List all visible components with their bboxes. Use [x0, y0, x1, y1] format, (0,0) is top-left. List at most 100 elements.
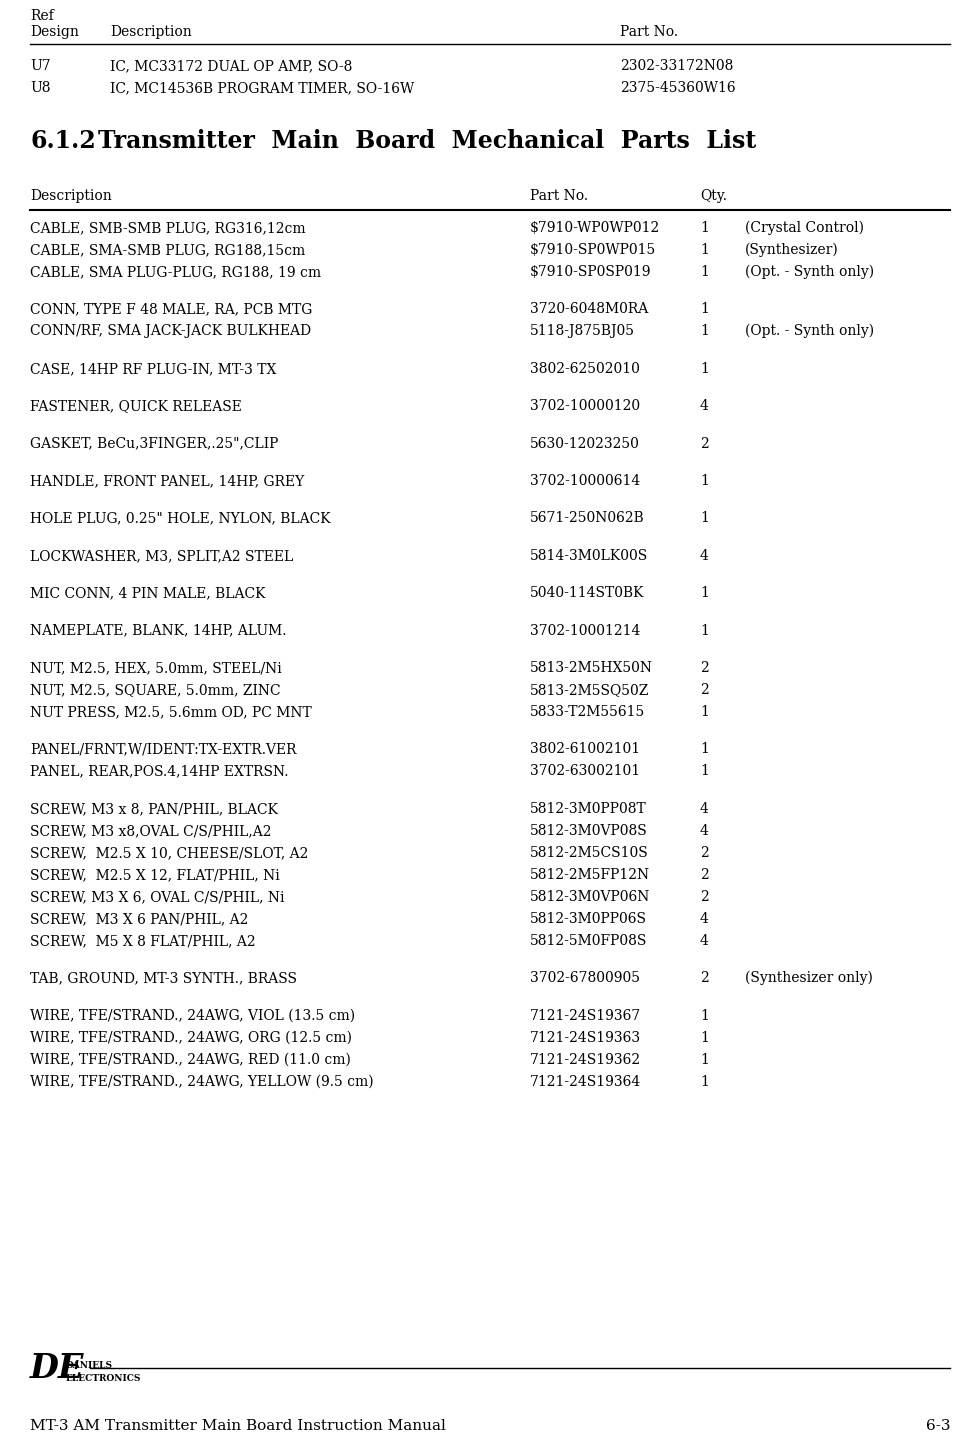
Text: 1: 1 [700, 1030, 709, 1045]
Text: WIRE, TFE/STRAND., 24AWG, RED (11.0 cm): WIRE, TFE/STRAND., 24AWG, RED (11.0 cm) [30, 1052, 351, 1066]
Text: SCREW,  M2.5 X 10, CHEESE/SLOT, A2: SCREW, M2.5 X 10, CHEESE/SLOT, A2 [30, 846, 309, 860]
Text: 1: 1 [700, 361, 709, 376]
Text: 5812-2M5CS10S: 5812-2M5CS10S [530, 846, 649, 860]
Text: 1: 1 [700, 705, 709, 720]
Text: 3702-10000120: 3702-10000120 [530, 399, 640, 414]
Text: Part No.: Part No. [620, 25, 678, 39]
Text: 2: 2 [700, 662, 709, 675]
Text: 1: 1 [700, 242, 709, 257]
Text: Part No.: Part No. [530, 189, 588, 203]
Text: Description: Description [110, 25, 192, 39]
Text: MT-3 AM Transmitter Main Board Instruction Manual: MT-3 AM Transmitter Main Board Instructi… [30, 1419, 446, 1434]
Text: LOCKWASHER, M3, SPLIT,A2 STEEL: LOCKWASHER, M3, SPLIT,A2 STEEL [30, 548, 293, 563]
Text: 2: 2 [700, 683, 709, 696]
Text: 4: 4 [700, 824, 709, 837]
Text: IC, MC14536B PROGRAM TIMER, SO-16W: IC, MC14536B PROGRAM TIMER, SO-16W [110, 81, 415, 94]
Text: 1: 1 [700, 624, 709, 637]
Text: HOLE PLUG, 0.25" HOLE, NYLON, BLACK: HOLE PLUG, 0.25" HOLE, NYLON, BLACK [30, 511, 330, 525]
Text: DANIELS: DANIELS [66, 1361, 113, 1370]
Text: Design: Design [30, 25, 78, 39]
Text: CABLE, SMB-SMB PLUG, RG316,12cm: CABLE, SMB-SMB PLUG, RG316,12cm [30, 221, 306, 235]
Text: 7121-24S19364: 7121-24S19364 [530, 1075, 641, 1088]
Text: 5812-3M0PP08T: 5812-3M0PP08T [530, 802, 647, 815]
Text: 1: 1 [700, 325, 709, 338]
Text: 5812-3M0PP06S: 5812-3M0PP06S [530, 911, 647, 926]
Text: 5833-T2M55615: 5833-T2M55615 [530, 705, 645, 720]
Text: (Opt. - Synth only): (Opt. - Synth only) [745, 324, 874, 338]
Text: SCREW, M3 x 8, PAN/PHIL, BLACK: SCREW, M3 x 8, PAN/PHIL, BLACK [30, 802, 278, 815]
Text: U7: U7 [30, 59, 51, 73]
Text: 1: 1 [700, 1008, 709, 1023]
Text: 6-3: 6-3 [925, 1419, 950, 1434]
Text: 7121-24S19363: 7121-24S19363 [530, 1030, 641, 1045]
Text: $7910-SP0SP019: $7910-SP0SP019 [530, 266, 652, 279]
Text: 5812-5M0FP08S: 5812-5M0FP08S [530, 934, 648, 948]
Text: SCREW,  M2.5 X 12, FLAT/PHIL, Ni: SCREW, M2.5 X 12, FLAT/PHIL, Ni [30, 868, 279, 882]
Text: WIRE, TFE/STRAND., 24AWG, VIOL (13.5 cm): WIRE, TFE/STRAND., 24AWG, VIOL (13.5 cm) [30, 1008, 355, 1023]
Text: (Synthesizer): (Synthesizer) [745, 242, 839, 257]
Text: 2: 2 [700, 437, 709, 451]
Text: Transmitter  Main  Board  Mechanical  Parts  List: Transmitter Main Board Mechanical Parts … [98, 129, 757, 152]
Text: 1: 1 [700, 586, 709, 601]
Text: SCREW, M3 X 6, OVAL C/S/PHIL, Ni: SCREW, M3 X 6, OVAL C/S/PHIL, Ni [30, 889, 284, 904]
Text: 2: 2 [700, 971, 709, 985]
Text: SCREW,  M3 X 6 PAN/PHIL, A2: SCREW, M3 X 6 PAN/PHIL, A2 [30, 911, 248, 926]
Text: 5813-2M5HX50N: 5813-2M5HX50N [530, 662, 653, 675]
Text: 3702-63002101: 3702-63002101 [530, 765, 640, 778]
Text: 1: 1 [700, 1052, 709, 1066]
Text: 3802-62502010: 3802-62502010 [530, 361, 640, 376]
Text: 2: 2 [700, 889, 709, 904]
Text: 1: 1 [700, 474, 709, 488]
Text: 1: 1 [700, 765, 709, 778]
Text: 1: 1 [700, 511, 709, 525]
Text: 5814-3M0LK00S: 5814-3M0LK00S [530, 548, 648, 563]
Text: CONN, TYPE F 48 MALE, RA, PCB MTG: CONN, TYPE F 48 MALE, RA, PCB MTG [30, 302, 313, 316]
Text: 6.1.2: 6.1.2 [30, 129, 96, 152]
Text: 4: 4 [700, 802, 709, 815]
Text: 2: 2 [700, 868, 709, 882]
Text: 1: 1 [700, 221, 709, 235]
Text: 3802-61002101: 3802-61002101 [530, 743, 640, 756]
Text: (Opt. - Synth only): (Opt. - Synth only) [745, 264, 874, 279]
Text: Ref: Ref [30, 9, 54, 23]
Text: 7121-24S19367: 7121-24S19367 [530, 1008, 641, 1023]
Text: 4: 4 [700, 399, 709, 414]
Text: WIRE, TFE/STRAND., 24AWG, YELLOW (9.5 cm): WIRE, TFE/STRAND., 24AWG, YELLOW (9.5 cm… [30, 1075, 373, 1088]
Text: $7910-WP0WP012: $7910-WP0WP012 [530, 221, 661, 235]
Text: 5040-114ST0BK: 5040-114ST0BK [530, 586, 645, 601]
Text: CABLE, SMA-SMB PLUG, RG188,15cm: CABLE, SMA-SMB PLUG, RG188,15cm [30, 242, 305, 257]
Text: Qty.: Qty. [700, 189, 727, 203]
Text: Description: Description [30, 189, 112, 203]
Text: NUT, M2.5, HEX, 5.0mm, STEEL/Ni: NUT, M2.5, HEX, 5.0mm, STEEL/Ni [30, 662, 282, 675]
Text: PANEL/FRNT,W/IDENT:TX-EXTR.VER: PANEL/FRNT,W/IDENT:TX-EXTR.VER [30, 743, 297, 756]
Text: 3702-67800905: 3702-67800905 [530, 971, 640, 985]
Text: 2302-33172N08: 2302-33172N08 [620, 59, 733, 73]
Text: TAB, GROUND, MT-3 SYNTH., BRASS: TAB, GROUND, MT-3 SYNTH., BRASS [30, 971, 297, 985]
Text: CONN/RF, SMA JACK-JACK BULKHEAD: CONN/RF, SMA JACK-JACK BULKHEAD [30, 325, 311, 338]
Text: GASKET, BeCu,3FINGER,.25",CLIP: GASKET, BeCu,3FINGER,.25",CLIP [30, 437, 278, 451]
Text: 5812-2M5FP12N: 5812-2M5FP12N [530, 868, 650, 882]
Text: 5630-12023250: 5630-12023250 [530, 437, 640, 451]
Text: 4: 4 [700, 911, 709, 926]
Text: FASTENER, QUICK RELEASE: FASTENER, QUICK RELEASE [30, 399, 242, 414]
Text: HANDLE, FRONT PANEL, 14HP, GREY: HANDLE, FRONT PANEL, 14HP, GREY [30, 474, 304, 488]
Text: 3720-6048M0RA: 3720-6048M0RA [530, 302, 648, 316]
Text: $7910-SP0WP015: $7910-SP0WP015 [530, 242, 657, 257]
Text: SCREW, M3 x8,OVAL C/S/PHIL,A2: SCREW, M3 x8,OVAL C/S/PHIL,A2 [30, 824, 271, 837]
Text: 2: 2 [700, 846, 709, 860]
Text: 1: 1 [700, 1075, 709, 1088]
Text: 1: 1 [700, 302, 709, 316]
Text: IC, MC33172 DUAL OP AMP, SO-8: IC, MC33172 DUAL OP AMP, SO-8 [110, 59, 353, 73]
Text: PANEL, REAR,POS.4,14HP EXTRSN.: PANEL, REAR,POS.4,14HP EXTRSN. [30, 765, 288, 778]
Text: 4: 4 [700, 934, 709, 948]
Text: NUT, M2.5, SQUARE, 5.0mm, ZINC: NUT, M2.5, SQUARE, 5.0mm, ZINC [30, 683, 280, 696]
Text: U8: U8 [30, 81, 51, 94]
Text: WIRE, TFE/STRAND., 24AWG, ORG (12.5 cm): WIRE, TFE/STRAND., 24AWG, ORG (12.5 cm) [30, 1030, 352, 1045]
Text: CASE, 14HP RF PLUG-IN, MT-3 TX: CASE, 14HP RF PLUG-IN, MT-3 TX [30, 361, 276, 376]
Text: 5813-2M5SQ50Z: 5813-2M5SQ50Z [530, 683, 650, 696]
Text: 2375-45360W16: 2375-45360W16 [620, 81, 736, 94]
Text: 7121-24S19362: 7121-24S19362 [530, 1052, 641, 1066]
Text: ELECTRONICS: ELECTRONICS [66, 1374, 141, 1383]
Text: 3702-10001214: 3702-10001214 [530, 624, 640, 637]
Text: NUT PRESS, M2.5, 5.6mm OD, PC MNT: NUT PRESS, M2.5, 5.6mm OD, PC MNT [30, 705, 312, 720]
